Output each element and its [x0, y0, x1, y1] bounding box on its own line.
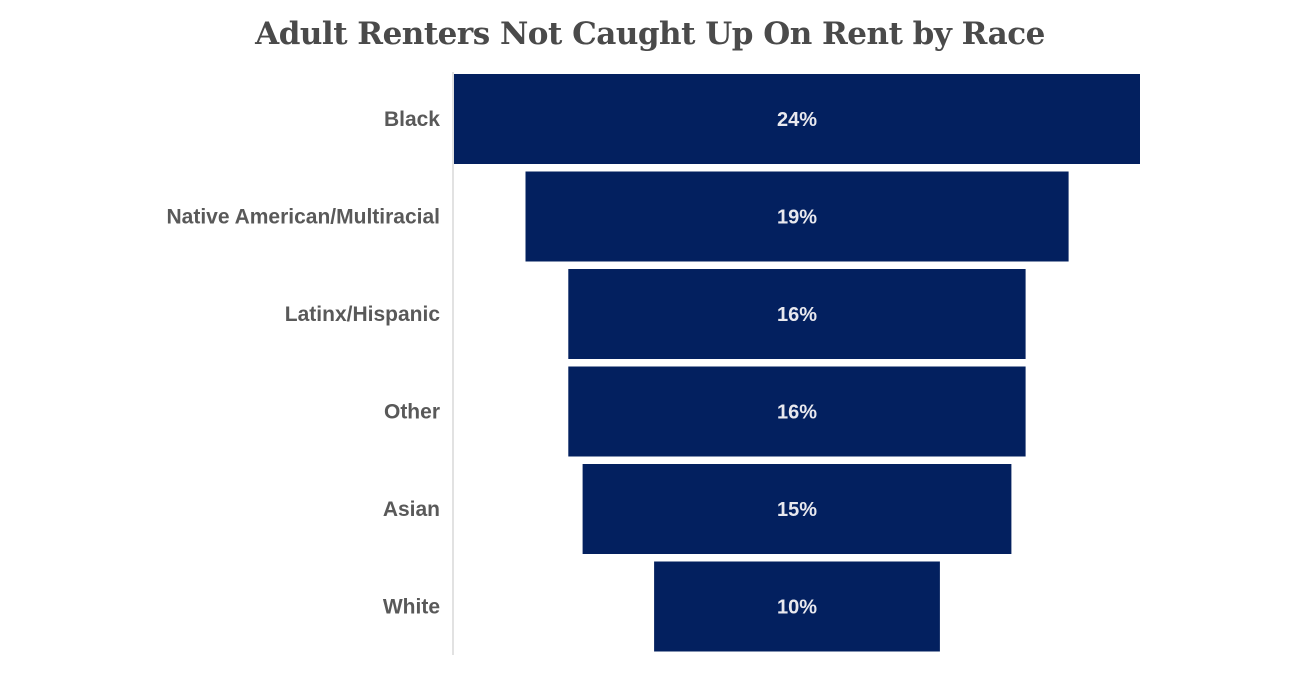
- value-labels-group: 24% 19% 16% 16% 15% 10%: [777, 109, 817, 619]
- category-label-other: Other: [384, 401, 440, 424]
- value-label-white: 10%: [777, 597, 817, 619]
- value-label-other: 16%: [777, 402, 817, 424]
- bar-asian: [582, 464, 1012, 554]
- category-label-white: White: [383, 596, 440, 619]
- category-labels-group: Black Native American/Multiracial Latinx/H…: [167, 108, 441, 619]
- bar-latinx-hispanic: [568, 269, 1026, 359]
- bars-group: [454, 74, 1140, 652]
- category-label-black: Black: [384, 108, 440, 131]
- bar-white: [654, 561, 940, 652]
- category-label-latinx-hispanic: Latinx/Hispanic: [285, 303, 441, 326]
- bar-black: [454, 74, 1140, 164]
- category-label-native-american-multiracial: Native American/Multiracial: [167, 206, 441, 229]
- value-label-latinx-hispanic: 16%: [777, 304, 817, 326]
- value-label-native-american-multiracial: 19%: [777, 207, 817, 229]
- bar-native-american-multiracial: [525, 171, 1069, 262]
- value-label-black: 24%: [777, 109, 817, 131]
- chart-title: Adult Renters Not Caught Up On Rent by R…: [255, 16, 1045, 52]
- bar-other: [568, 366, 1026, 457]
- value-label-asian: 15%: [777, 499, 817, 521]
- category-label-asian: Asian: [383, 498, 440, 521]
